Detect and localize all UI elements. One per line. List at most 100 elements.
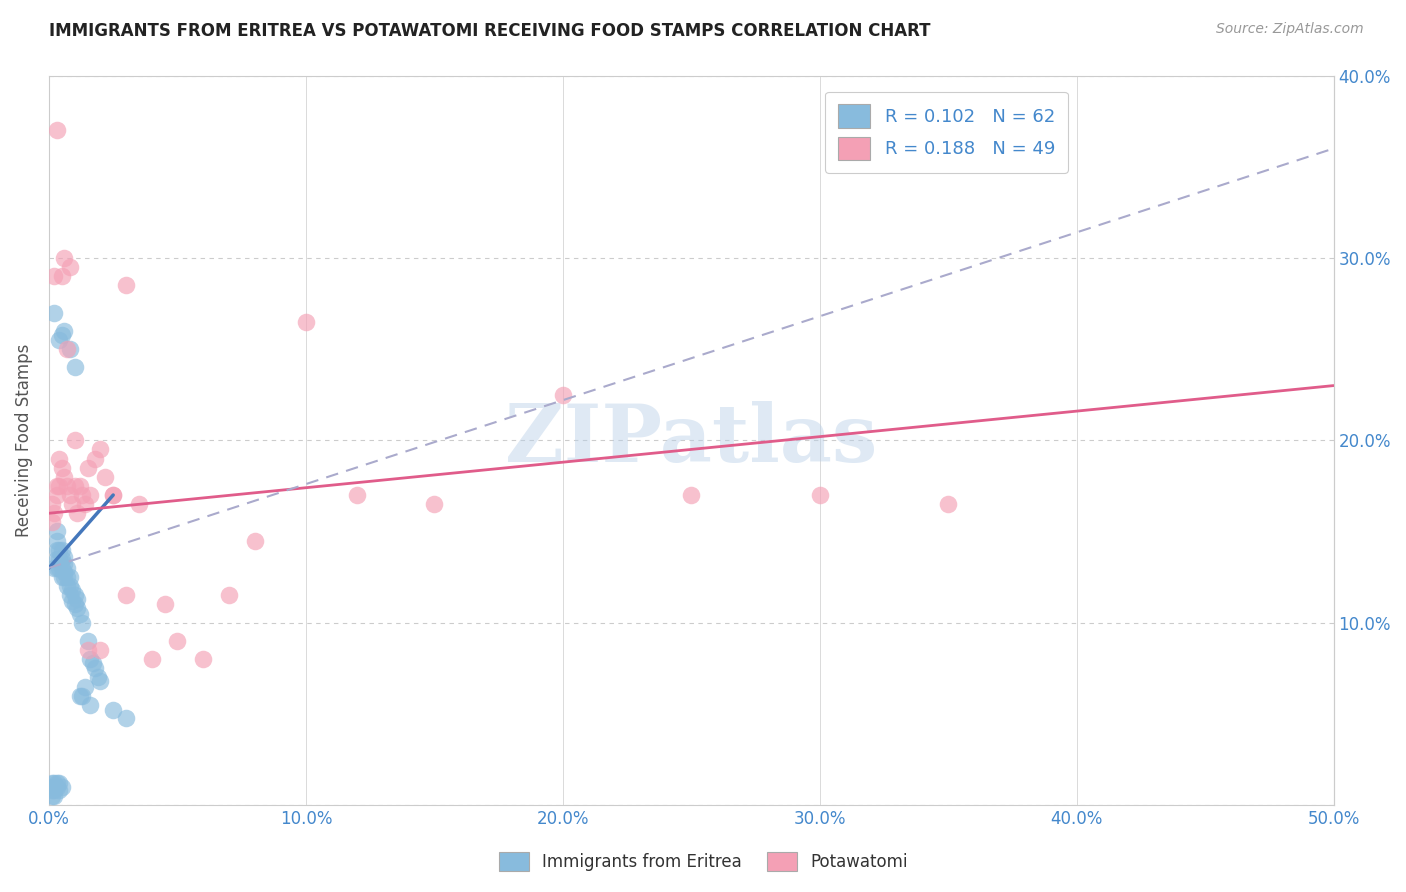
Point — [84, 451, 107, 466]
Point — [243, 533, 266, 548]
Point — [87, 670, 110, 684]
Point — [51, 780, 73, 794]
Y-axis label: Receiving Food Stamps: Receiving Food Stamps — [15, 343, 32, 537]
Point — [73, 497, 96, 511]
Point — [51, 542, 73, 557]
Point — [45, 552, 67, 566]
Point — [58, 342, 80, 356]
Point — [53, 324, 76, 338]
Point — [60, 497, 83, 511]
Point — [76, 634, 98, 648]
Point — [60, 582, 83, 597]
Point — [79, 652, 101, 666]
Point — [48, 783, 70, 797]
Point — [69, 607, 91, 621]
Point — [141, 652, 163, 666]
Point — [53, 470, 76, 484]
Point — [56, 342, 79, 356]
Legend: R = 0.102   N = 62, R = 0.188   N = 49: R = 0.102 N = 62, R = 0.188 N = 49 — [825, 92, 1067, 172]
Point — [58, 488, 80, 502]
Point — [63, 360, 86, 375]
Point — [56, 479, 79, 493]
Point — [103, 488, 125, 502]
Point — [51, 269, 73, 284]
Point — [45, 776, 67, 790]
Point — [60, 594, 83, 608]
Point — [51, 327, 73, 342]
Point — [53, 565, 76, 579]
Point — [346, 488, 368, 502]
Point — [58, 570, 80, 584]
Point — [48, 561, 70, 575]
Point — [45, 542, 67, 557]
Point — [115, 710, 138, 724]
Point — [115, 278, 138, 293]
Point — [48, 451, 70, 466]
Point — [45, 479, 67, 493]
Point — [42, 561, 65, 575]
Point — [48, 542, 70, 557]
Point — [58, 588, 80, 602]
Point — [56, 561, 79, 575]
Point — [42, 305, 65, 319]
Point — [53, 570, 76, 584]
Point — [103, 488, 125, 502]
Point — [51, 570, 73, 584]
Point — [72, 689, 94, 703]
Point — [72, 488, 94, 502]
Point — [45, 488, 67, 502]
Point — [41, 789, 63, 803]
Point — [76, 460, 98, 475]
Point — [41, 497, 63, 511]
Point — [58, 260, 80, 274]
Point — [48, 776, 70, 790]
Point — [41, 776, 63, 790]
Point — [53, 558, 76, 572]
Point — [51, 561, 73, 575]
Point — [51, 460, 73, 475]
Point — [45, 123, 67, 137]
Point — [45, 533, 67, 548]
Point — [89, 442, 111, 457]
Text: IMMIGRANTS FROM ERITREA VS POTAWATOMI RECEIVING FOOD STAMPS CORRELATION CHART: IMMIGRANTS FROM ERITREA VS POTAWATOMI RE… — [49, 22, 931, 40]
Point — [63, 588, 86, 602]
Point — [58, 579, 80, 593]
Point — [42, 269, 65, 284]
Point — [551, 387, 574, 401]
Point — [681, 488, 703, 502]
Point — [295, 315, 318, 329]
Point — [76, 643, 98, 657]
Point — [63, 479, 86, 493]
Point — [48, 333, 70, 347]
Point — [69, 689, 91, 703]
Point — [153, 598, 176, 612]
Point — [41, 516, 63, 530]
Point — [56, 570, 79, 584]
Point — [166, 634, 188, 648]
Point — [66, 592, 89, 607]
Point — [72, 615, 94, 630]
Point — [73, 680, 96, 694]
Point — [41, 780, 63, 794]
Point — [48, 552, 70, 566]
Point — [115, 588, 138, 602]
Point — [66, 601, 89, 615]
Point — [808, 488, 831, 502]
Text: ZIPatlas: ZIPatlas — [505, 401, 877, 479]
Point — [48, 479, 70, 493]
Point — [936, 497, 959, 511]
Point — [66, 506, 89, 520]
Point — [51, 552, 73, 566]
Point — [45, 561, 67, 575]
Point — [42, 776, 65, 790]
Point — [128, 497, 150, 511]
Point — [89, 674, 111, 689]
Point — [53, 549, 76, 564]
Point — [218, 588, 240, 602]
Legend: Immigrants from Eritrea, Potawatomi: Immigrants from Eritrea, Potawatomi — [491, 843, 915, 880]
Point — [53, 251, 76, 265]
Point — [45, 780, 67, 794]
Point — [423, 497, 446, 511]
Point — [63, 434, 86, 448]
Point — [45, 524, 67, 539]
